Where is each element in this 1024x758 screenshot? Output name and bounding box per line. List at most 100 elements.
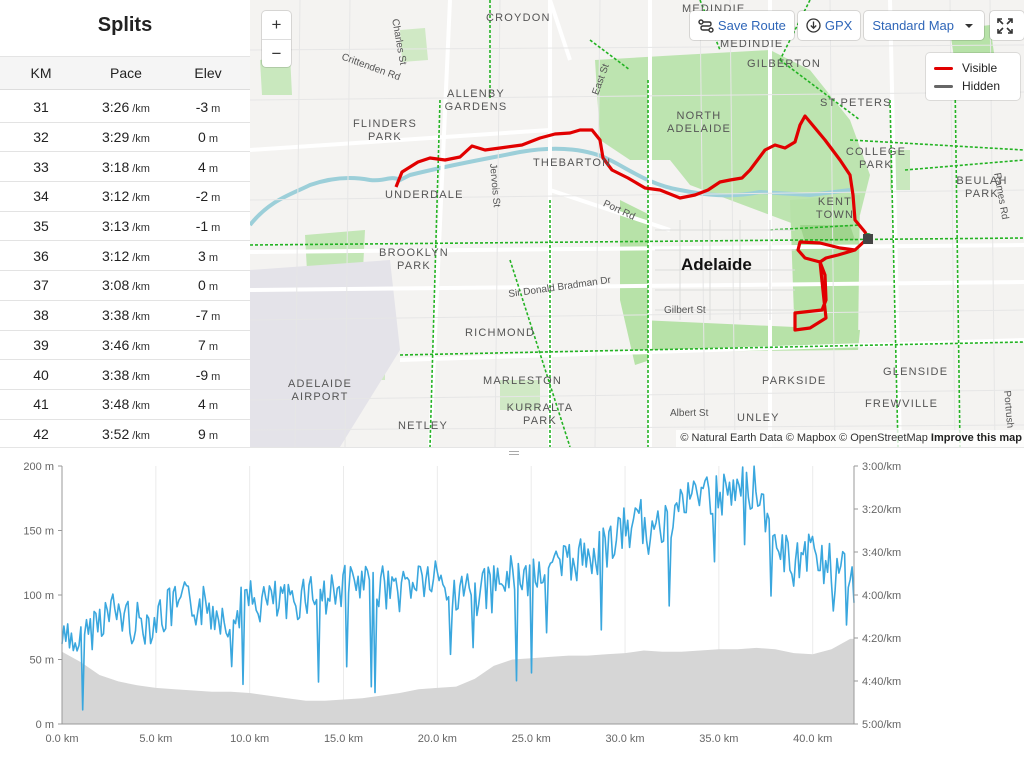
street-label: Albert St <box>670 408 709 419</box>
place-label: THEBARTON <box>533 157 612 169</box>
map-style-value: Standard Map <box>872 18 954 33</box>
place-label: COLLEGE PARK <box>845 146 907 171</box>
y-left-tick-label: 150 m <box>23 526 54 538</box>
split-row[interactable]: 41 3:48/km 4 m <box>0 390 250 420</box>
split-elev-value: 4 <box>198 158 206 175</box>
place-label: MARLESTON <box>483 375 563 387</box>
zoom-out-button[interactable]: − <box>262 39 291 67</box>
split-row[interactable]: 42 3:52/km 9 m <box>0 420 250 447</box>
elev-unit: m <box>211 370 221 383</box>
split-elev-value: 7 <box>198 336 206 353</box>
splits-title: Splits <box>97 14 153 36</box>
legend-hidden[interactable]: Hidden <box>934 77 1012 95</box>
y-right-tick-label: 4:20/km <box>862 633 901 645</box>
x-tick-label: 35.0 km <box>699 733 738 745</box>
column-header-elev[interactable]: Elev <box>194 65 222 81</box>
split-row[interactable]: 38 3:38/km -7 m <box>0 301 250 331</box>
split-row[interactable]: 32 3:29/km 0 m <box>0 123 250 153</box>
split-km: 40 <box>33 366 49 383</box>
place-label: GLENSIDE <box>883 366 949 378</box>
split-row[interactable]: 35 3:13/km -1 m <box>0 212 250 242</box>
zoom-control: + − <box>262 11 291 67</box>
y-right-tick-label: 5:00/km <box>862 719 901 731</box>
legend-visible[interactable]: Visible <box>934 59 1012 77</box>
split-pace-value: 3:18 <box>102 158 130 175</box>
split-pace: 3:38/km <box>82 367 170 383</box>
elev-unit: m <box>208 340 218 353</box>
route-line[interactable] <box>394 114 870 332</box>
elev-unit: m <box>208 133 218 146</box>
split-elev-value: -3 <box>195 99 209 116</box>
place-label: CROYDON <box>486 12 551 24</box>
chart-axes: 0.0 km 5.0 km 10.0 km 15.0 km 20.0 km 25.0 km… <box>23 461 901 745</box>
place-label: FREWVILLE <box>865 398 939 410</box>
map-canvas[interactable] <box>250 0 1024 447</box>
y-left-tick-label: 50 m <box>30 655 54 667</box>
split-pace: 3:52/km <box>82 426 170 442</box>
pace-unit: /km <box>132 340 150 353</box>
city-grid <box>655 220 795 320</box>
improve-map-link[interactable]: Improve this map <box>930 432 1022 444</box>
splits-table-body[interactable]: 31 3:26/km -3 m 32 3:29/km 0 m 33 3:18/km 4 m 34 3:12… <box>0 93 250 447</box>
fullscreen-button[interactable] <box>990 11 1024 40</box>
split-pace: 3:26/km <box>82 99 170 115</box>
airport-area <box>250 260 400 447</box>
gpx-download-button[interactable]: GPX <box>797 11 861 40</box>
legend-visible-label: Visible <box>962 61 998 75</box>
pace-unit: /km <box>132 400 150 413</box>
pace-unit: /km <box>132 281 150 294</box>
split-pace: 3:12/km <box>82 188 170 204</box>
caret-down-icon <box>965 23 973 28</box>
split-row[interactable]: 31 3:26/km -3 m <box>0 93 250 123</box>
route-map[interactable]: MEDINDIE CROYDON MEDINDIE GILBERTON ST P… <box>250 0 1024 447</box>
elevation-pace-chart[interactable]: 0.0 km 5.0 km 10.0 km 15.0 km 20.0 km 25.0 km… <box>0 458 1024 758</box>
split-elev: -1 m <box>170 218 246 234</box>
y-left-tick-label: 100 m <box>23 590 54 602</box>
y-right-tick-label: 4:40/km <box>862 676 901 688</box>
split-pace-value: 3:08 <box>102 277 130 294</box>
split-pace-value: 3:38 <box>102 366 130 383</box>
place-label: BEULAH PARK <box>956 175 1008 200</box>
legend-hidden-label: Hidden <box>962 79 1001 93</box>
split-pace-value: 3:46 <box>102 336 130 353</box>
attribution-text: © Natural Earth Data © Mapbox © OpenStre… <box>680 432 928 444</box>
split-row[interactable]: 34 3:12/km -2 m <box>0 182 250 212</box>
place-label: UNLEY <box>737 412 780 424</box>
place-label: ALLENBY GARDENS <box>444 88 508 113</box>
split-km: 42 <box>33 425 49 442</box>
x-tick-label: 40.0 km <box>793 733 832 745</box>
place-label: BROOKLYN PARK <box>379 247 449 272</box>
y-right-tick-label: 3:40/km <box>862 547 901 559</box>
hidden-swatch-icon <box>934 84 953 88</box>
column-header-km[interactable]: KM <box>30 65 52 81</box>
finish-flag-icon <box>863 234 873 244</box>
pace-unit: /km <box>132 370 150 383</box>
split-pace-value: 3:12 <box>102 247 130 264</box>
save-route-button[interactable]: Save Route <box>689 11 794 40</box>
split-km: 36 <box>33 247 49 264</box>
map-style-select[interactable]: Standard Map <box>864 11 984 40</box>
route-legend: Visible Hidden <box>926 53 1020 100</box>
splits-panel: Splits KM Pace Elev 31 3:26/km -3 m 32 3:29/k… <box>0 0 250 447</box>
y-right-tick-label: 4:00/km <box>862 590 901 602</box>
panel-resize-handle[interactable] <box>0 447 1024 457</box>
split-row[interactable]: 33 3:18/km 4 m <box>0 152 250 183</box>
split-elev-value: -1 <box>195 218 209 235</box>
x-tick-label: 0.0 km <box>45 733 78 745</box>
split-pace: 3:13/km <box>82 218 170 234</box>
elev-unit: m <box>211 311 221 324</box>
place-label: UNDERDALE <box>385 189 464 201</box>
split-elev: -9 m <box>170 367 246 383</box>
split-pace: 3:46/km <box>82 337 170 353</box>
split-row[interactable]: 37 3:08/km 0 m <box>0 271 250 301</box>
split-row[interactable]: 40 3:38/km -9 m <box>0 360 250 390</box>
column-header-pace[interactable]: Pace <box>110 65 142 81</box>
pace-unit: /km <box>132 162 150 175</box>
zoom-in-button[interactable]: + <box>271 15 282 34</box>
split-row[interactable]: 39 3:46/km 7 m <box>0 331 250 361</box>
split-row[interactable]: 36 3:12/km 3 m <box>0 241 250 272</box>
